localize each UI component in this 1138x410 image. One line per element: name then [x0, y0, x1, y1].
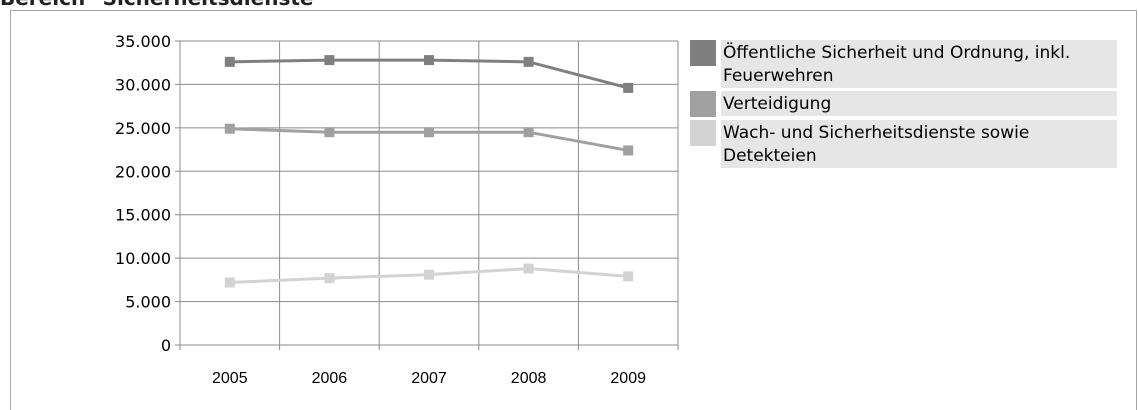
x-tick-label: 2007 [411, 370, 447, 387]
data-point-marker [424, 127, 434, 138]
data-point-marker [523, 127, 534, 138]
legend-swatch [690, 40, 716, 66]
chart-title: Bereich "Sicherheitsdienste" [0, 0, 324, 10]
data-point-marker [623, 271, 634, 282]
x-tick-label: 2005 [212, 370, 248, 387]
data-point-marker [623, 145, 634, 156]
data-point-marker [424, 55, 434, 66]
y-tick-label: 35.000 [115, 32, 171, 51]
x-tick-label: 2008 [511, 370, 547, 387]
y-tick-labels: 0 5.000 10.000 15.000 20.000 25.000 30.000 35.0… [115, 32, 171, 355]
data-point-marker [224, 277, 235, 288]
data-point-marker [523, 56, 534, 67]
y-tick-label: 5.000 [125, 293, 171, 312]
data-point-marker [324, 55, 335, 66]
data-point-marker [324, 273, 335, 284]
line-chart: 0 5.000 10.000 15.000 20.000 25.000 30.000 35.0… [115, 32, 679, 387]
gridlines [180, 40, 679, 345]
x-tick-label: 2009 [610, 370, 646, 387]
data-point-marker [623, 82, 634, 93]
legend-swatch [690, 120, 716, 146]
series-lines [224, 55, 634, 288]
y-tick-label: 15.000 [115, 206, 171, 225]
y-tick-label: 0 [161, 336, 171, 355]
legend-label: Öffentliche Sicherheit und Ordnung, inkl… [721, 40, 1117, 88]
axes [175, 40, 679, 350]
legend-item: Wach- und Sicherheitsdienste sowie Detek… [690, 120, 1117, 168]
y-tick-label: 25.000 [115, 119, 171, 138]
data-point-marker [324, 127, 335, 138]
data-point-marker [224, 56, 235, 67]
legend-item: Öffentliche Sicherheit und Ordnung, inkl… [690, 40, 1117, 88]
legend-label: Wach- und Sicherheitsdienste sowie Detek… [721, 120, 1117, 168]
y-tick-label: 20.000 [115, 162, 171, 181]
data-point-marker [424, 269, 434, 280]
y-tick-label: 30.000 [115, 75, 171, 94]
x-tick-labels: 2005 2006 2007 2008 2009 [212, 370, 646, 387]
data-point-marker [224, 123, 235, 134]
legend-item: Verteidigung [690, 91, 1117, 117]
legend-label: Verteidigung [721, 91, 1117, 116]
legend-swatch [690, 91, 716, 117]
chart-frame [10, 10, 1137, 410]
x-tick-label: 2006 [312, 370, 348, 387]
legend: Öffentliche Sicherheit und Ordnung, inkl… [690, 40, 1117, 171]
data-point-marker [523, 263, 534, 274]
y-tick-label: 10.000 [115, 249, 171, 268]
